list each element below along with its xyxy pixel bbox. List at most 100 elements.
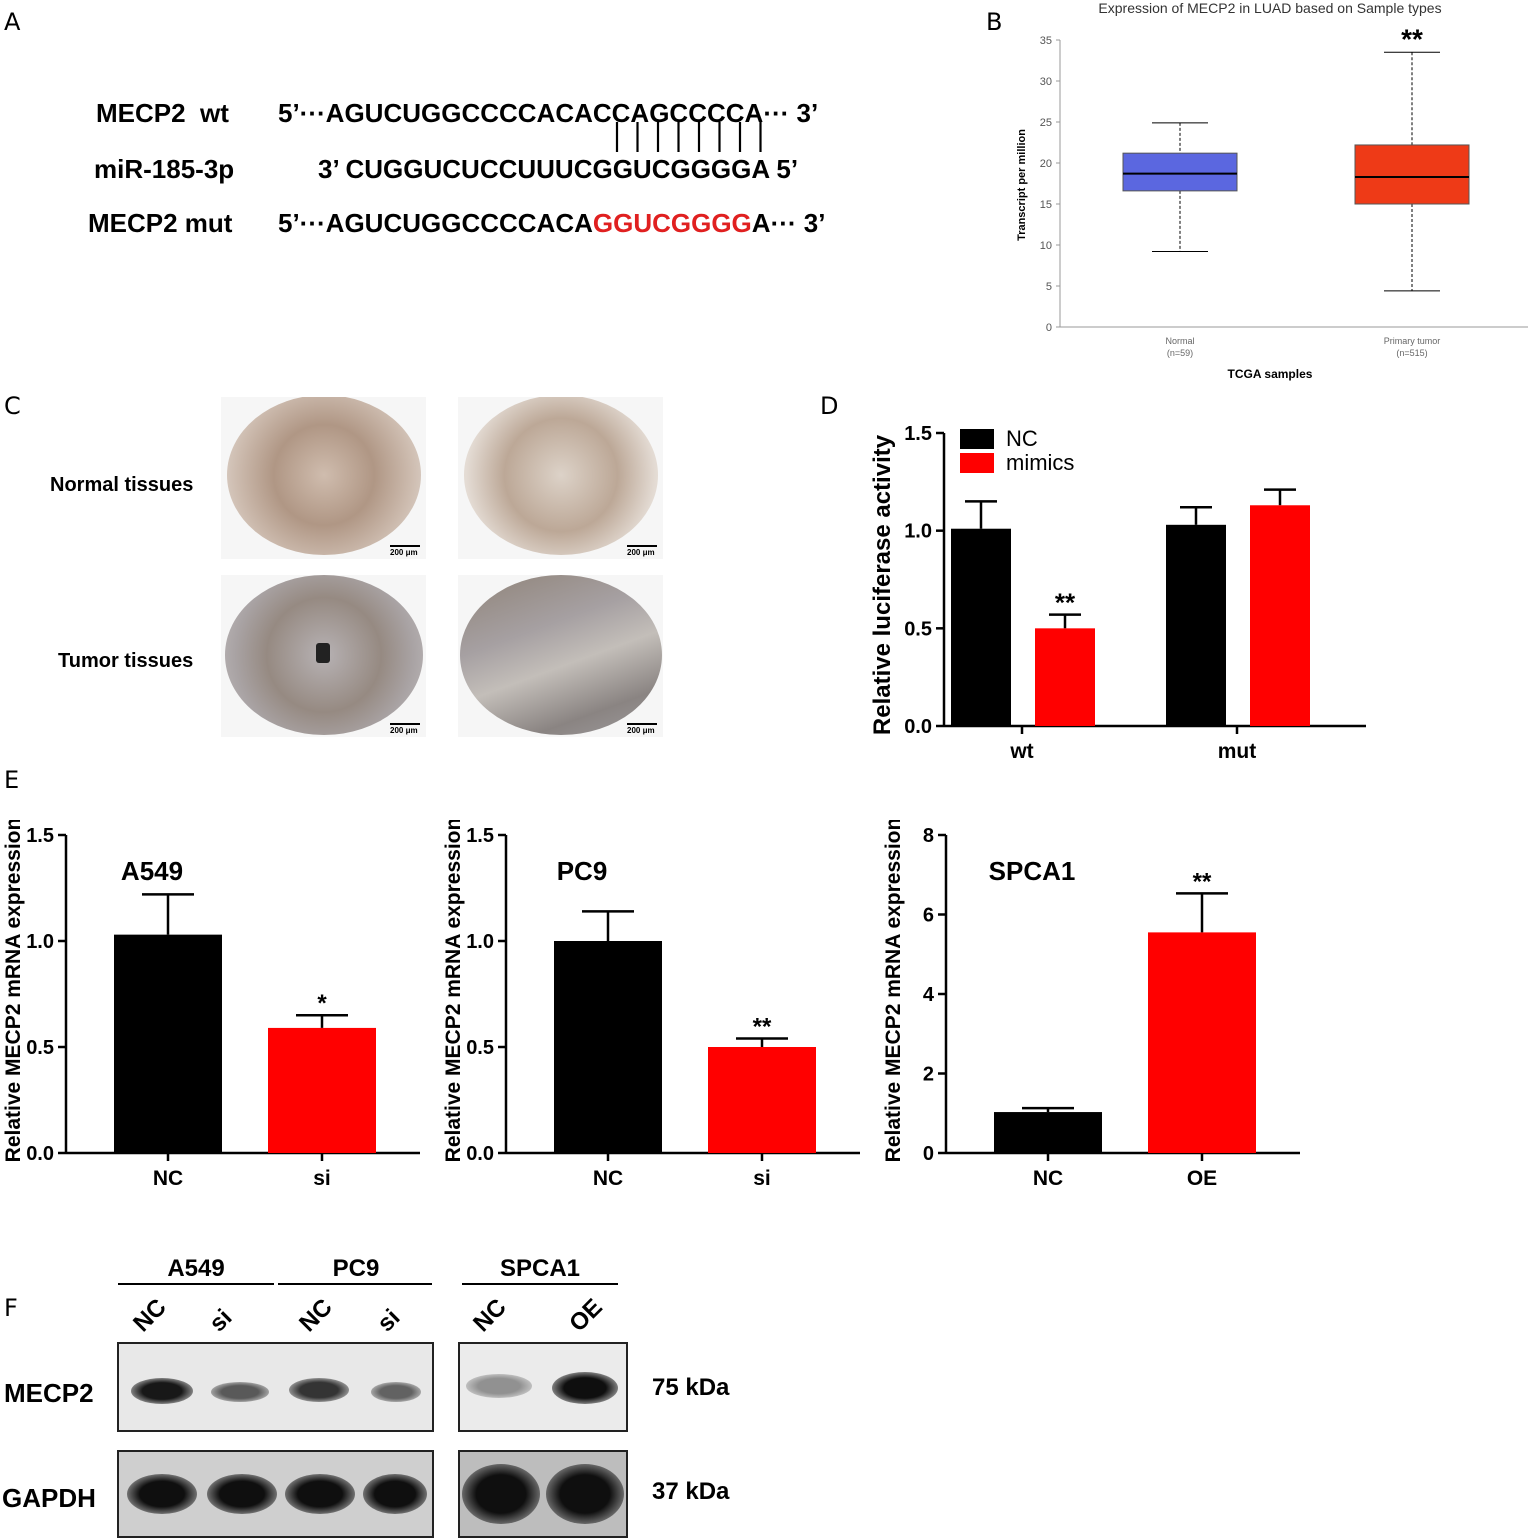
significance-mark: ** xyxy=(753,1014,772,1041)
seq-name-mut: MECP2 mut xyxy=(88,208,233,238)
x-tick-n: (n=59) xyxy=(1167,348,1193,358)
bar xyxy=(1166,524,1226,726)
wb-lane-label: OE xyxy=(564,1293,608,1338)
wb-group-a549: A549 xyxy=(167,1255,225,1282)
x-tick-label: Normal xyxy=(1165,336,1194,346)
panel-label-f: F xyxy=(4,1294,18,1322)
seq-mut: 5’···AGUCUGGCCCCACAGGUCGGGGA··· 3’ xyxy=(278,208,826,238)
band xyxy=(127,1474,197,1514)
y-tick-label: 4 xyxy=(923,984,935,1006)
y-tick-label: 1.5 xyxy=(26,825,54,847)
wb-kda-mecp2: 75 kDa xyxy=(652,1374,730,1401)
y-tick-label: 1.5 xyxy=(904,423,932,445)
chart-title: PC9 xyxy=(557,856,608,886)
legend-label: NC xyxy=(1006,426,1038,451)
band xyxy=(131,1378,193,1404)
x-tick-label: NC xyxy=(1033,1167,1063,1190)
y-tick-label: 35 xyxy=(1040,35,1052,47)
y-tick-label: 30 xyxy=(1040,76,1052,88)
panel-label-a: A xyxy=(4,8,21,36)
y-tick-label: 0 xyxy=(923,1143,934,1165)
row-label-tumor: Tumor tissues xyxy=(58,650,194,672)
band xyxy=(371,1382,421,1402)
band xyxy=(363,1474,427,1514)
bar xyxy=(1250,505,1310,726)
x-tick-label: NC xyxy=(153,1167,183,1190)
y-tick-label: 1.0 xyxy=(26,931,54,953)
x-tick-label: NC xyxy=(593,1167,623,1190)
bar xyxy=(951,528,1011,726)
significance-mark: ** xyxy=(1193,868,1212,895)
y-tick-label: 0.0 xyxy=(904,716,932,738)
significance-mark: ** xyxy=(1055,588,1076,618)
e0-ylabel: Relative MECP2 mRNA expression xyxy=(2,820,25,1162)
chart-title: SPCA1 xyxy=(989,856,1076,886)
y-tick-label: 20 xyxy=(1040,158,1052,170)
x-tick-label: si xyxy=(313,1167,331,1190)
chart-title: A549 xyxy=(121,856,183,886)
scale-bar: 200 μm xyxy=(627,723,657,735)
wb-protein-mecp2: MECP2 xyxy=(4,1378,94,1408)
x-tick-label: Primary tumor xyxy=(1384,336,1441,346)
wb-kda-gapdh: 37 kDa xyxy=(652,1478,730,1505)
tissue-image-normal-2: 200 μm xyxy=(458,397,663,559)
e2-ylabel: Relative MECP2 mRNA expression xyxy=(882,820,905,1162)
panel-label-e: E xyxy=(4,766,20,794)
band xyxy=(211,1382,269,1402)
y-tick-label: 8 xyxy=(923,825,934,847)
tissue-image-normal-1: 200 μm xyxy=(221,397,426,559)
bar xyxy=(994,1112,1102,1153)
x-tick-n: (n=515) xyxy=(1396,348,1427,358)
x-tick-label: wt xyxy=(1009,740,1033,763)
scale-bar: 200 μm xyxy=(627,545,657,557)
band xyxy=(552,1372,618,1404)
seq-mir: 3’ CUGGUCUCCUUUCGGUCGGGGA 5’ xyxy=(318,154,799,184)
y-tick-label: 10 xyxy=(1040,240,1052,252)
x-tick-label: si xyxy=(753,1167,771,1190)
legend-swatch xyxy=(960,453,994,473)
band xyxy=(546,1464,624,1524)
y-tick-label: 0.5 xyxy=(26,1037,54,1059)
panel-e-chart-spca1: 0 2 4 6 8 NC OE ** SPCA1 Relative MECP2 mRNA exp… xyxy=(882,820,1300,1190)
box-title: Expression of MECP2 in LUAD based on Sam… xyxy=(1098,0,1441,16)
band xyxy=(462,1464,540,1524)
wb-lane-label: NC xyxy=(294,1293,338,1338)
panel-label-c: C xyxy=(4,392,21,420)
y-tick-label: 0.0 xyxy=(26,1143,54,1165)
panel-b-boxplot: Expression of MECP2 in LUAD based on Sam… xyxy=(1016,0,1528,381)
y-tick-label: 6 xyxy=(923,905,934,927)
pairing-lines xyxy=(615,122,762,152)
wb-group-spca1: SPCA1 xyxy=(499,1255,581,1282)
band xyxy=(466,1374,532,1398)
scale-bar: 200 μm xyxy=(390,545,420,557)
bar xyxy=(1035,628,1095,726)
row-label-normal: Normal tissues xyxy=(50,474,194,496)
y-tick-label: 2 xyxy=(923,1064,934,1086)
blot-mecp2-right xyxy=(458,1342,628,1432)
seq-name-mir: miR-185-3p xyxy=(94,154,235,184)
wb-protein-gapdh: GAPDH xyxy=(2,1483,96,1513)
seq-mut-red: GGUCGGGG xyxy=(592,208,752,238)
bar xyxy=(1148,932,1256,1153)
box-xlabel: TCGA samples xyxy=(1228,367,1313,381)
seq-name-wt: MECP2 wt xyxy=(96,98,229,128)
y-tick-label: 1.0 xyxy=(466,931,494,953)
wb-lane-label: si xyxy=(204,1304,238,1338)
wb-group-pc9: PC9 xyxy=(332,1255,380,1282)
y-tick-label: 0.5 xyxy=(466,1037,494,1059)
panel-e-chart-pc9: 0.0 0.5 1.0 1.5 NC si ** PC9 Relative MECP2 mRN… xyxy=(442,820,860,1190)
x-tick-label: mut xyxy=(1218,740,1257,763)
scale-bar: 200 μm xyxy=(390,723,420,735)
band xyxy=(289,1378,349,1402)
seq-wt: 5’···AGUCUGGCCCCACACCAGCCCCA··· 3’ xyxy=(278,98,819,128)
panel-label-b: B xyxy=(986,8,1003,36)
y-tick-label: 1.0 xyxy=(904,521,932,543)
panel-e-chart-a549: 0.0 0.5 1.0 1.5 NC si * A549 Relative MECP2 mRN… xyxy=(2,820,420,1190)
blot-mecp2-left xyxy=(117,1342,434,1432)
y-tick-label: 5 xyxy=(1046,281,1052,293)
x-tick-label: OE xyxy=(1187,1167,1217,1190)
y-tick-label: 0.0 xyxy=(466,1143,494,1165)
significance-mark: * xyxy=(317,990,327,1017)
wb-lane-label: NC xyxy=(468,1293,512,1338)
y-tick-label: 25 xyxy=(1040,117,1052,129)
